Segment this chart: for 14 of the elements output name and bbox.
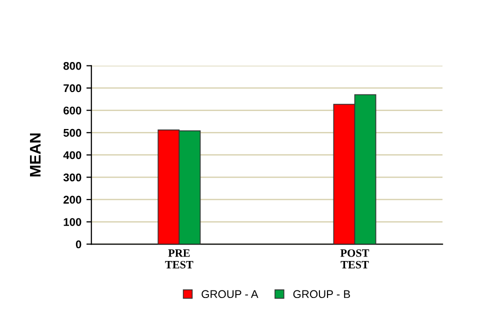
y-tick-label: 300 [63,174,82,182]
y-tick-label: 700 [64,84,82,92]
y-tick-label: 200 [64,196,82,204]
y-tick-label: 400 [63,151,82,160]
x-tick-label: PRE TEST [165,249,194,268]
legend-label: GROUP - A [202,290,258,298]
y-tick-label: 100 [64,218,82,226]
x-tick-label: POST TEST [340,249,370,268]
y-tick-label: 500 [63,128,82,137]
y-axis-title: MEAN [30,133,41,176]
y-tick-label: 800 [63,62,82,70]
legend-label: GROUP - B [293,290,350,298]
y-tick-label: 600 [64,106,82,114]
y-tick-label: 0 [76,240,82,248]
